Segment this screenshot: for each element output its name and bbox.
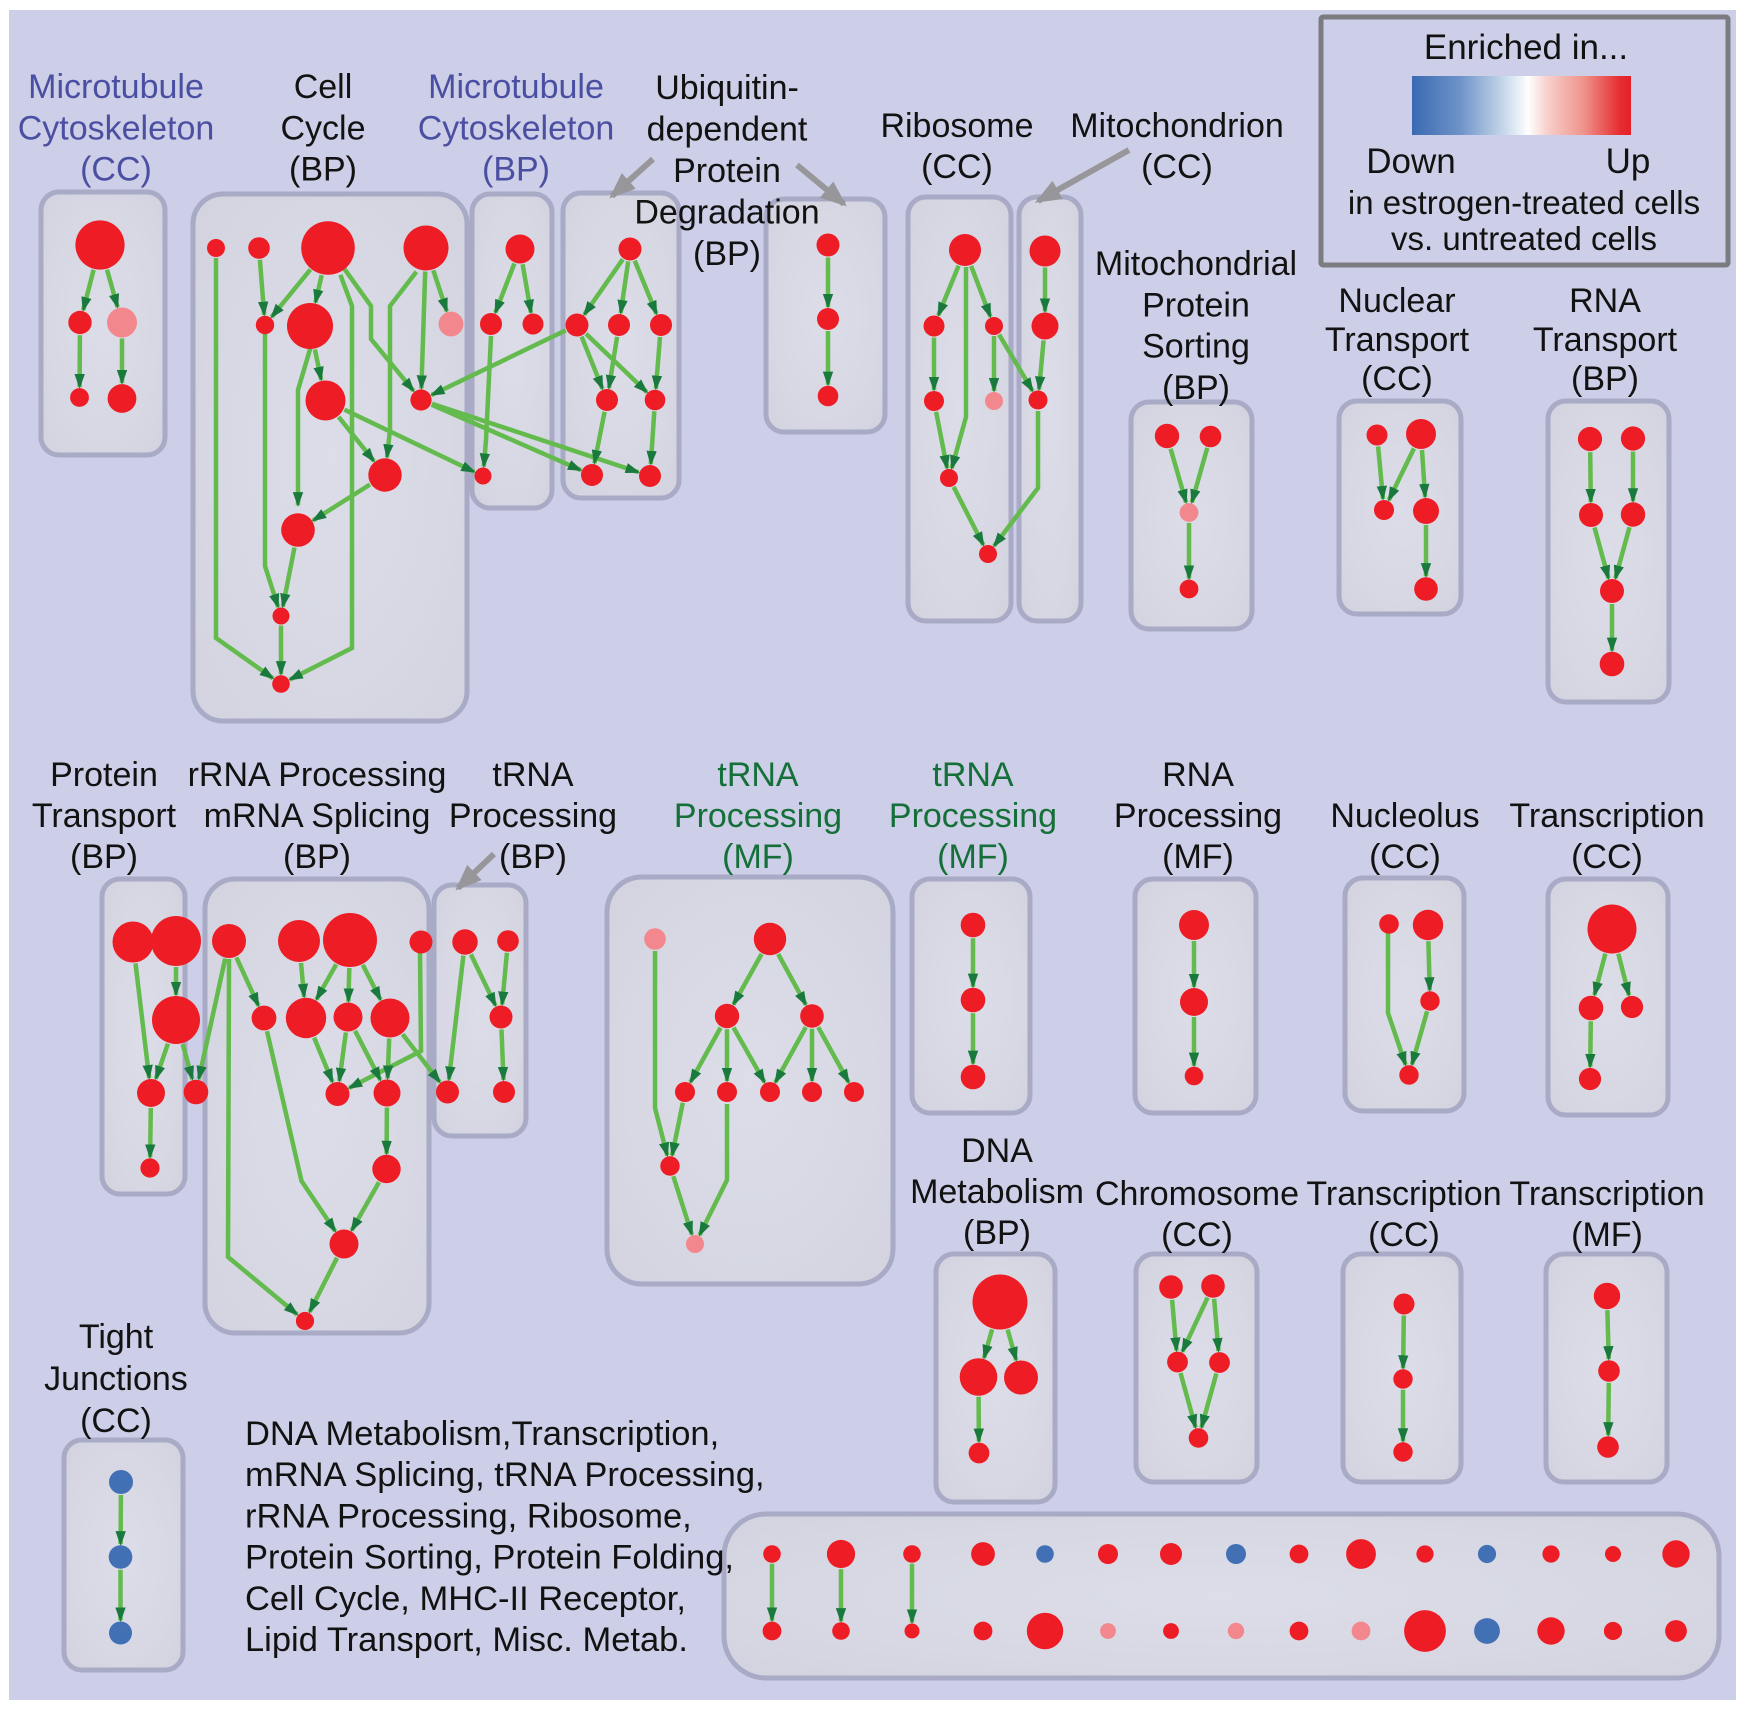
- svg-text:Ubiquitin-: Ubiquitin-: [655, 69, 799, 107]
- svg-text:(CC): (CC): [1571, 838, 1643, 876]
- svg-text:Mitochondrial: Mitochondrial: [1095, 245, 1297, 283]
- svg-text:Processing: Processing: [449, 797, 617, 835]
- svg-text:(CC): (CC): [80, 1402, 152, 1440]
- svg-text:Junctions: Junctions: [44, 1360, 188, 1398]
- svg-text:Metabolism: Metabolism: [910, 1173, 1084, 1211]
- svg-text:mRNA Splicing, tRNA Processing: mRNA Splicing, tRNA Processing,: [245, 1456, 765, 1494]
- svg-text:Protein: Protein: [50, 756, 158, 794]
- svg-text:mRNA Splicing: mRNA Splicing: [204, 797, 431, 835]
- svg-text:(BP): (BP): [283, 838, 351, 876]
- svg-text:(CC): (CC): [1141, 148, 1213, 186]
- svg-text:rRNA Processing, Ribosome,: rRNA Processing, Ribosome,: [245, 1497, 692, 1535]
- svg-text:Lipid Transport, Misc. Metab.: Lipid Transport, Misc. Metab.: [245, 1621, 688, 1659]
- svg-text:DNA: DNA: [961, 1132, 1033, 1170]
- svg-text:DNA Metabolism,Transcription,: DNA Metabolism,Transcription,: [245, 1415, 719, 1453]
- svg-text:RNA: RNA: [1162, 756, 1234, 794]
- svg-text:(CC): (CC): [921, 148, 993, 186]
- svg-text:(BP): (BP): [1571, 360, 1639, 398]
- svg-text:Microtubule: Microtubule: [28, 68, 204, 106]
- svg-text:Cell Cycle, MHC-II Receptor,: Cell Cycle, MHC-II Receptor,: [245, 1580, 686, 1618]
- svg-text:Down: Down: [1366, 142, 1455, 181]
- svg-text:Up: Up: [1606, 142, 1651, 181]
- svg-text:dependent: dependent: [647, 111, 808, 149]
- svg-text:(CC): (CC): [80, 151, 152, 189]
- svg-text:tRNA: tRNA: [492, 756, 574, 794]
- svg-text:Processing: Processing: [889, 797, 1057, 835]
- svg-text:RNA: RNA: [1569, 282, 1641, 320]
- svg-text:in estrogen-treated cells: in estrogen-treated cells: [1348, 184, 1700, 221]
- svg-text:Mitochondrion: Mitochondrion: [1070, 107, 1284, 145]
- svg-text:Sorting: Sorting: [1142, 328, 1250, 366]
- svg-text:rRNA Processing: rRNA Processing: [188, 756, 447, 794]
- svg-text:Processing: Processing: [1114, 797, 1282, 835]
- svg-text:Cytoskeleton: Cytoskeleton: [18, 109, 215, 147]
- svg-text:Transport: Transport: [32, 797, 177, 835]
- svg-text:(BP): (BP): [693, 235, 761, 273]
- svg-text:(BP): (BP): [963, 1214, 1031, 1252]
- svg-text:Protein: Protein: [1142, 286, 1250, 324]
- svg-text:(MF): (MF): [1571, 1216, 1643, 1254]
- svg-text:(CC): (CC): [1161, 1216, 1233, 1254]
- svg-text:(MF): (MF): [1162, 838, 1234, 876]
- svg-text:Tight: Tight: [79, 1318, 154, 1356]
- svg-text:(BP): (BP): [1162, 369, 1230, 407]
- svg-text:(CC): (CC): [1361, 360, 1433, 398]
- svg-text:(BP): (BP): [289, 151, 357, 189]
- svg-text:(MF): (MF): [722, 838, 794, 876]
- svg-text:(CC): (CC): [1368, 1216, 1440, 1254]
- svg-text:Cell: Cell: [294, 68, 353, 106]
- svg-text:Cytoskeleton: Cytoskeleton: [418, 109, 615, 147]
- svg-text:(MF): (MF): [937, 838, 1009, 876]
- svg-text:Protein: Protein: [673, 152, 781, 190]
- svg-text:Enriched in...: Enriched in...: [1424, 28, 1628, 67]
- svg-text:Ribosome: Ribosome: [880, 107, 1033, 145]
- svg-text:tRNA: tRNA: [717, 756, 799, 794]
- svg-text:Nuclear: Nuclear: [1338, 282, 1455, 320]
- svg-text:tRNA: tRNA: [932, 756, 1014, 794]
- svg-text:Chromosome: Chromosome: [1095, 1175, 1299, 1213]
- svg-text:Transcription: Transcription: [1509, 1175, 1704, 1213]
- svg-text:Nucleolus: Nucleolus: [1330, 797, 1479, 835]
- svg-text:Microtubule: Microtubule: [428, 68, 604, 106]
- svg-text:vs. untreated cells: vs. untreated cells: [1391, 220, 1657, 257]
- svg-text:Transcription: Transcription: [1306, 1175, 1501, 1213]
- svg-text:(BP): (BP): [499, 838, 567, 876]
- svg-text:Transport: Transport: [1533, 321, 1678, 359]
- svg-text:(CC): (CC): [1369, 838, 1441, 876]
- svg-text:(BP): (BP): [70, 838, 138, 876]
- svg-text:Cycle: Cycle: [280, 109, 365, 147]
- svg-text:(BP): (BP): [482, 151, 550, 189]
- svg-text:Processing: Processing: [674, 797, 842, 835]
- svg-text:Transport: Transport: [1325, 321, 1470, 359]
- svg-text:Transcription: Transcription: [1509, 797, 1704, 835]
- svg-text:Protein Sorting, Protein Foldi: Protein Sorting, Protein Folding,: [245, 1539, 734, 1577]
- svg-text:Degradation: Degradation: [634, 194, 819, 232]
